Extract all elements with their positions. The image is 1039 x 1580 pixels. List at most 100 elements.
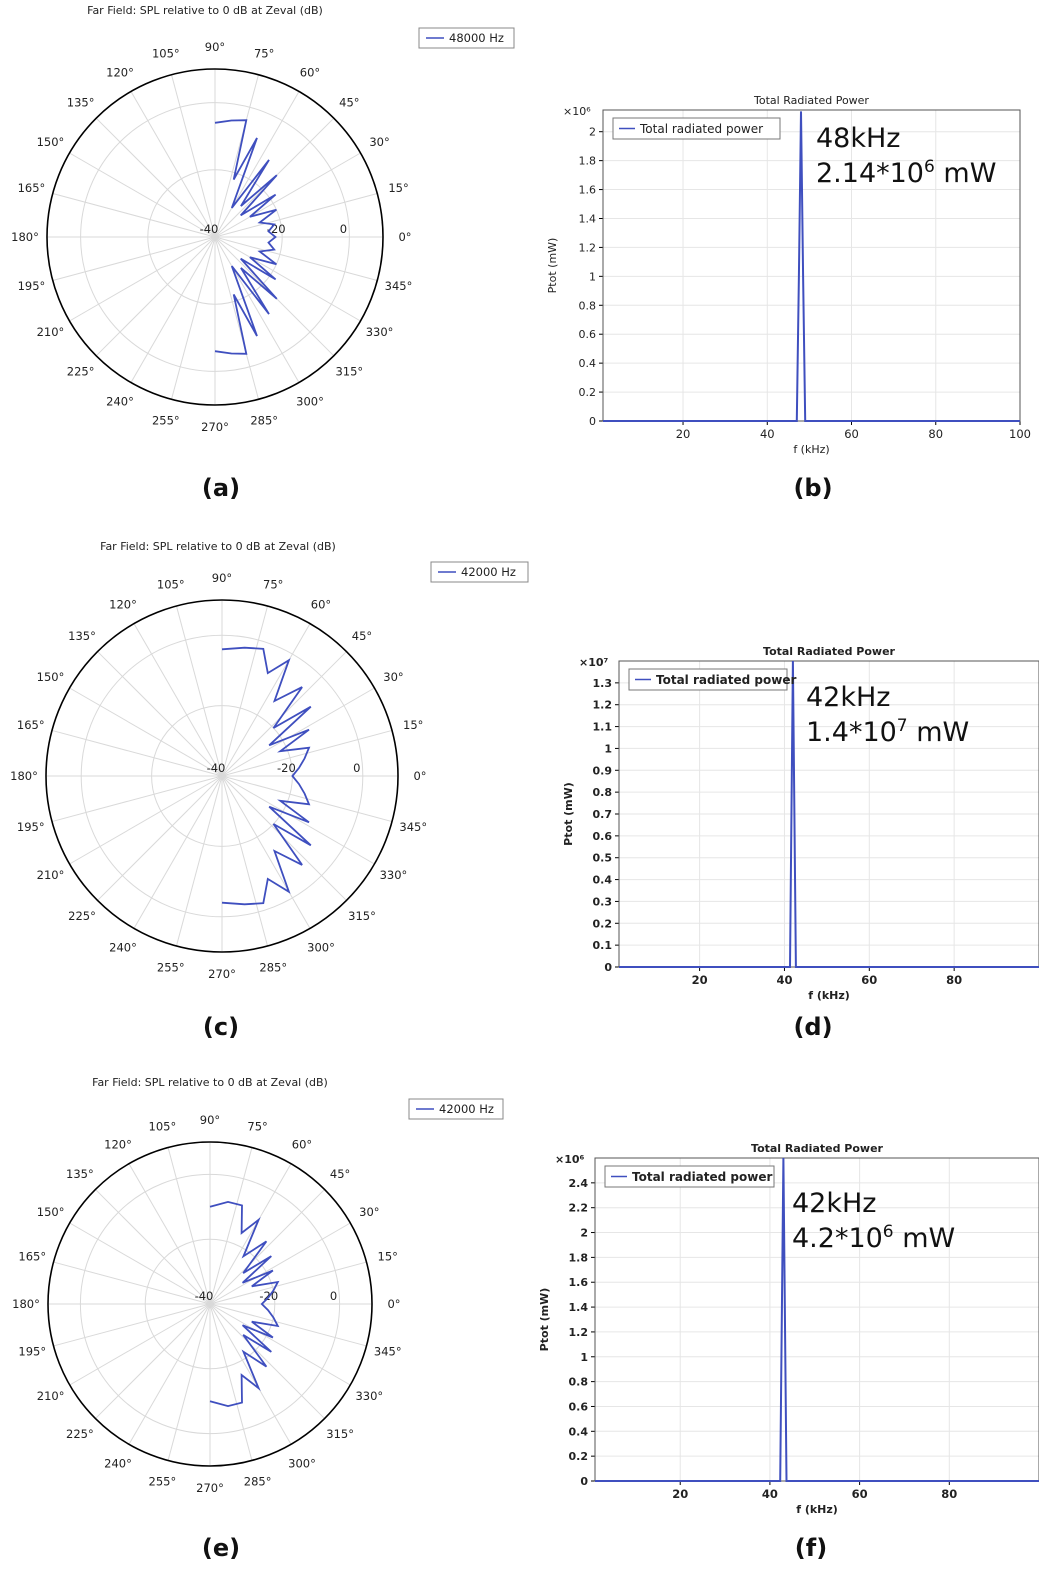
y-multiplier: ×10⁶ <box>555 1153 585 1166</box>
angle-tick-label: 270° <box>208 967 236 981</box>
y-tick-label: 1.6 <box>569 1276 589 1289</box>
radial-tick-label: -20 <box>267 222 286 236</box>
polar-chart-0: Far Field: SPL relative to 0 dB at Zeval… <box>11 4 515 434</box>
radial-tick-label: 0 <box>353 761 360 775</box>
y-tick-label: 0.5 <box>593 852 613 865</box>
angle-tick-label: 225° <box>68 909 96 923</box>
y-tick-label: 1.8 <box>569 1251 589 1264</box>
y-tick-label: 1.8 <box>579 155 597 168</box>
legend: 42000 Hz <box>408 1098 504 1120</box>
angle-tick-label: 240° <box>106 395 134 409</box>
annotation-power: 2.14*106 mW <box>816 157 996 189</box>
angle-tick-label: 240° <box>104 1456 132 1470</box>
angle-tick-label: 75° <box>263 578 283 592</box>
legend-label: 48000 Hz <box>449 31 504 45</box>
angular-grid-line <box>53 1261 211 1305</box>
angle-tick-label: 285° <box>250 414 278 428</box>
legend: Total radiated power <box>612 117 781 140</box>
legend: 42000 Hz <box>430 561 529 583</box>
y-tick-label: 0.2 <box>569 1450 589 1463</box>
angle-tick-label: 105° <box>152 46 180 60</box>
angular-grid-line <box>221 775 375 865</box>
annotation-power-exponent: 6 <box>883 1222 894 1242</box>
angular-grid-line <box>221 775 311 929</box>
legend-label: 42000 Hz <box>439 1102 494 1116</box>
legend-label: 42000 Hz <box>461 565 516 579</box>
angle-tick-label: 0° <box>398 230 411 244</box>
radial-tick-label: -40 <box>195 1289 214 1303</box>
x-tick-label: 80 <box>941 1487 957 1501</box>
y-multiplier: ×10⁷ <box>579 656 609 669</box>
y-tick-label: 1.4 <box>579 212 597 225</box>
angle-tick-label: 75° <box>254 46 274 60</box>
angle-tick-label: 225° <box>67 364 95 378</box>
angle-tick-label: 195° <box>18 1345 46 1359</box>
legend-label: Total radiated power <box>656 673 796 687</box>
angle-tick-label: 90° <box>212 571 232 585</box>
angle-tick-label: 345° <box>385 279 413 293</box>
subplot-label-c: (c) <box>203 1013 239 1041</box>
angle-tick-label: 120° <box>106 65 134 79</box>
angular-grid-line <box>52 193 216 238</box>
annotation-power-mantissa: 2.14*10 <box>816 158 924 189</box>
y-tick-label: 0.2 <box>593 917 613 930</box>
angle-tick-label: 15° <box>388 181 408 195</box>
legend-box <box>612 117 781 140</box>
angle-tick-label: 300° <box>288 1456 316 1470</box>
annotation-power-exponent: 7 <box>897 716 908 736</box>
y-tick-label: 1 <box>589 270 596 283</box>
y-tick-label: 1.2 <box>593 699 613 712</box>
x-tick-label: 20 <box>676 427 691 441</box>
angular-grid-line <box>69 236 216 322</box>
angle-tick-label: 315° <box>348 909 376 923</box>
angular-grid-line <box>69 775 223 865</box>
angular-grid-line <box>209 1261 367 1305</box>
angle-tick-label: 270° <box>201 420 229 434</box>
angular-grid-line <box>209 1303 351 1386</box>
y-tick-label: 2.2 <box>569 1202 589 1215</box>
annotation-power-mantissa: 1.4*10 <box>806 717 897 748</box>
subplot-label-b: (b) <box>793 474 832 502</box>
angular-grid-line <box>175 775 223 947</box>
angular-grid-line <box>209 1189 325 1305</box>
angle-tick-label: 195° <box>18 279 46 293</box>
y-tick-label: 0.4 <box>569 1425 589 1438</box>
x-tick-label: 20 <box>672 1487 688 1501</box>
x-tick-label: 60 <box>852 1487 868 1501</box>
x-tick-label: 100 <box>1009 427 1031 441</box>
chart-title: Total Radiated Power <box>763 645 896 658</box>
angle-tick-label: 165° <box>18 1249 46 1263</box>
annotation-power-unit: mW <box>908 717 970 748</box>
angular-grid-line <box>214 74 259 238</box>
annotation-frequency: 48kHz <box>816 123 900 154</box>
y-tick-label: 0.9 <box>593 764 613 777</box>
y-tick-label: 0.8 <box>593 786 613 799</box>
angle-tick-label: 270° <box>196 1481 224 1495</box>
angle-tick-label: 75° <box>247 1119 267 1133</box>
chart-title: Far Field: SPL relative to 0 dB at Zeval… <box>87 4 323 17</box>
angular-grid-line <box>128 1163 211 1305</box>
y-tick-label: 1.4 <box>569 1301 589 1314</box>
angle-tick-label: 90° <box>200 1113 220 1127</box>
y-tick-label: 0.3 <box>593 895 613 908</box>
angular-grid-line <box>130 91 216 238</box>
angular-grid-line <box>221 687 375 777</box>
angular-grid-line <box>209 1303 367 1347</box>
polar-chart-2: Far Field: SPL relative to 0 dB at Zeval… <box>10 540 529 981</box>
annotation-power: 4.2*106 mW <box>792 1222 955 1254</box>
angle-tick-label: 300° <box>307 940 335 954</box>
angular-grid-line <box>221 623 311 777</box>
radial-tick-label: -40 <box>200 222 219 236</box>
angle-tick-label: 330° <box>366 325 394 339</box>
x-tick-label: 60 <box>861 973 877 987</box>
legend: Total radiated power <box>604 1165 775 1188</box>
angle-tick-label: 345° <box>374 1345 402 1359</box>
x-axis-label: f (kHz) <box>793 443 829 456</box>
y-tick-label: 1.6 <box>579 184 597 197</box>
angular-grid-line <box>175 605 223 777</box>
angular-grid-line <box>209 1303 292 1445</box>
radial-tick-label: 0 <box>340 222 347 236</box>
angle-tick-label: 150° <box>37 135 65 149</box>
legend-box <box>418 27 515 49</box>
